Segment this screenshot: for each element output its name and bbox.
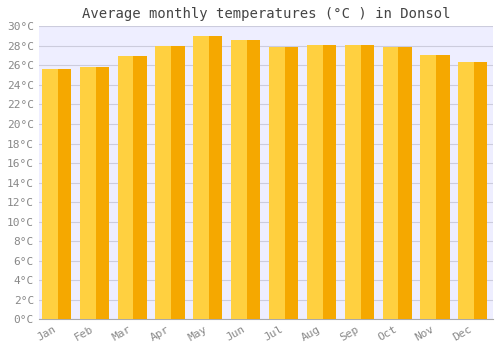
Bar xyxy=(80,67,96,320)
Bar xyxy=(156,46,172,320)
Bar xyxy=(420,55,436,320)
Bar xyxy=(310,45,336,320)
Bar xyxy=(461,62,487,320)
Bar xyxy=(272,47,298,320)
Bar xyxy=(344,45,360,320)
Bar xyxy=(231,40,247,320)
Bar xyxy=(458,62,474,320)
Bar xyxy=(269,47,285,320)
Bar xyxy=(158,46,184,320)
Bar xyxy=(82,67,109,320)
Bar xyxy=(118,56,134,320)
Bar xyxy=(120,56,146,320)
Bar xyxy=(423,55,450,320)
Bar xyxy=(194,36,209,320)
Bar xyxy=(382,47,398,320)
Bar xyxy=(348,45,374,320)
Bar xyxy=(42,69,58,320)
Bar xyxy=(307,45,322,320)
Bar xyxy=(385,47,411,320)
Bar xyxy=(234,40,260,320)
Bar xyxy=(196,36,222,320)
Bar xyxy=(44,69,71,320)
Title: Average monthly temperatures (°C ) in Donsol: Average monthly temperatures (°C ) in Do… xyxy=(82,7,450,21)
